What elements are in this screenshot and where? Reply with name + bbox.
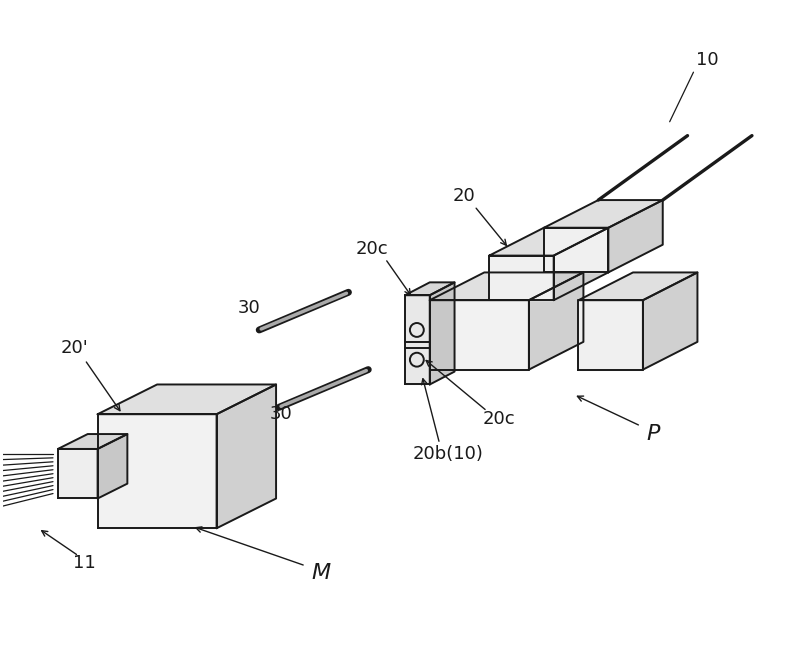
Text: 20b(10): 20b(10) bbox=[412, 445, 483, 463]
Polygon shape bbox=[544, 228, 608, 273]
Polygon shape bbox=[608, 200, 662, 273]
Polygon shape bbox=[98, 414, 217, 528]
Polygon shape bbox=[405, 295, 430, 384]
Polygon shape bbox=[529, 273, 583, 370]
Polygon shape bbox=[58, 449, 98, 498]
Polygon shape bbox=[98, 434, 127, 498]
Polygon shape bbox=[217, 384, 276, 528]
Polygon shape bbox=[430, 300, 529, 370]
Text: 20c: 20c bbox=[356, 239, 389, 258]
Polygon shape bbox=[544, 200, 662, 228]
Polygon shape bbox=[430, 273, 583, 300]
Text: 11: 11 bbox=[74, 554, 96, 572]
Polygon shape bbox=[490, 256, 554, 300]
Polygon shape bbox=[643, 273, 698, 370]
Text: 20: 20 bbox=[453, 187, 476, 205]
Text: 20c: 20c bbox=[483, 410, 515, 428]
Polygon shape bbox=[58, 434, 127, 449]
Text: 30: 30 bbox=[238, 299, 261, 317]
Text: P: P bbox=[646, 424, 659, 444]
Polygon shape bbox=[554, 228, 608, 300]
Polygon shape bbox=[490, 228, 608, 256]
Polygon shape bbox=[98, 384, 276, 414]
Polygon shape bbox=[430, 282, 454, 384]
Text: M: M bbox=[311, 563, 330, 583]
Text: 20': 20' bbox=[61, 339, 89, 357]
Text: 30: 30 bbox=[270, 405, 293, 423]
Polygon shape bbox=[578, 273, 698, 300]
Polygon shape bbox=[578, 300, 643, 370]
Polygon shape bbox=[405, 282, 454, 295]
Text: 10: 10 bbox=[696, 51, 718, 69]
